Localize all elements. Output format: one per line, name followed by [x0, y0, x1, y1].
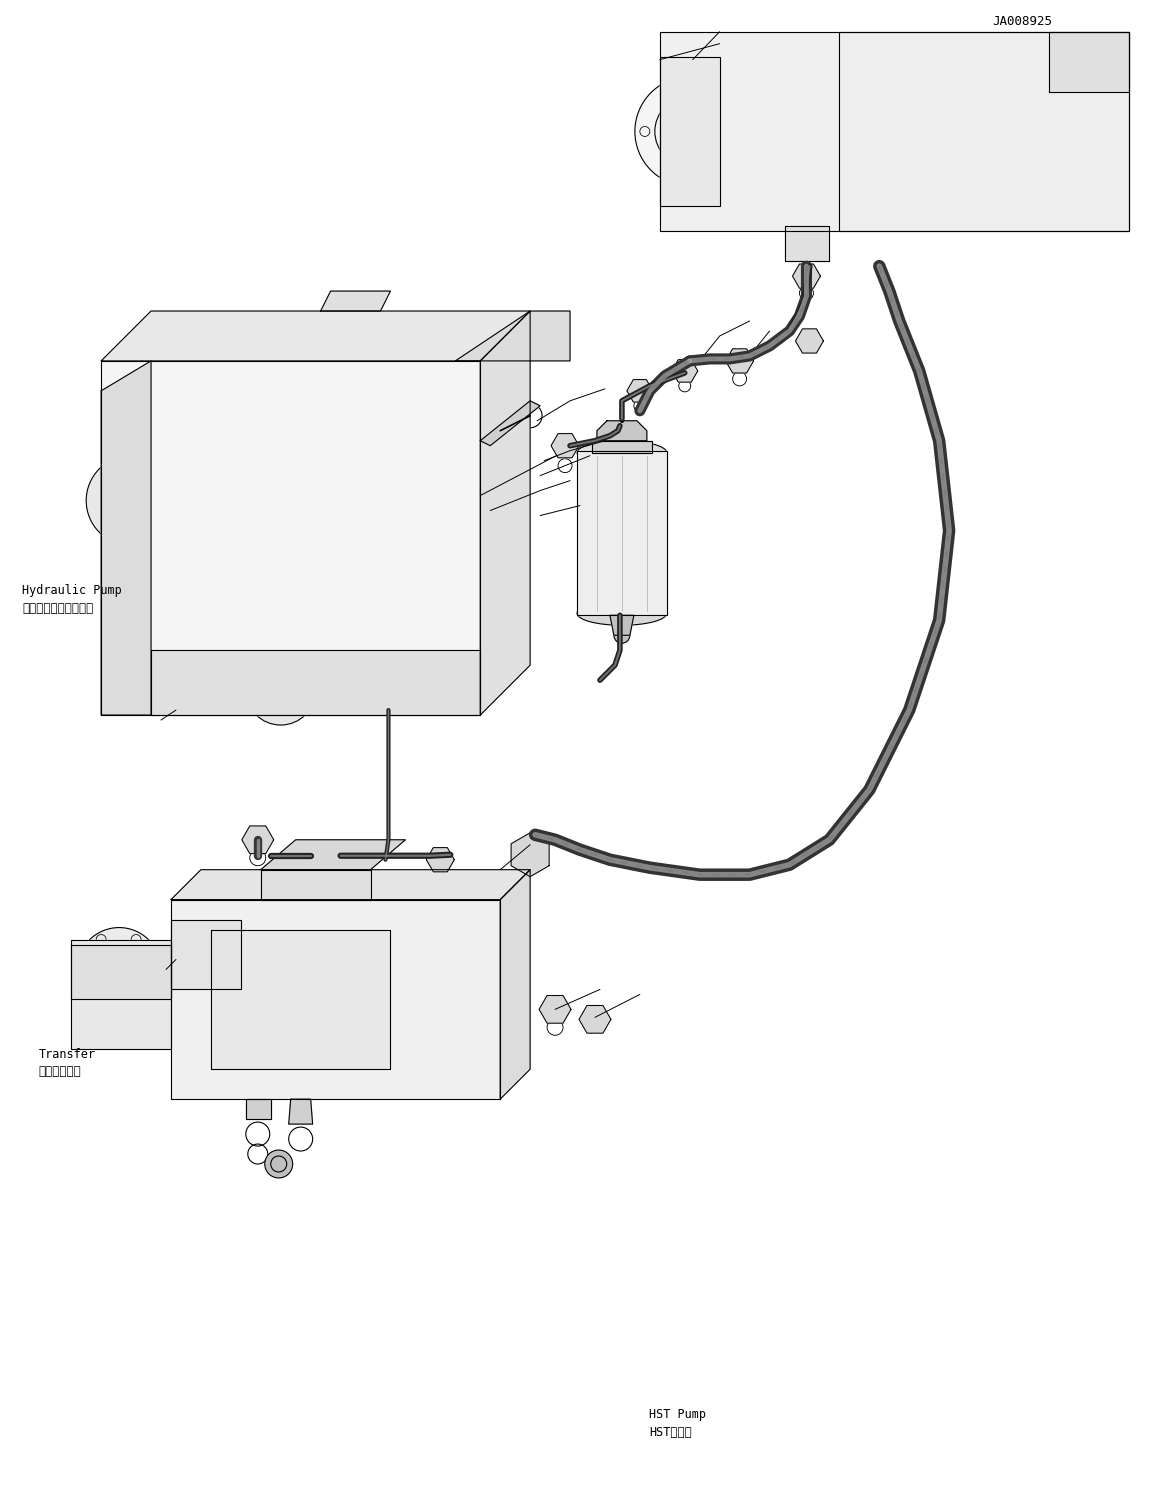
- Polygon shape: [500, 870, 530, 1099]
- Polygon shape: [785, 226, 829, 261]
- Polygon shape: [480, 401, 540, 446]
- Circle shape: [547, 1019, 563, 1035]
- Circle shape: [77, 928, 160, 1011]
- Circle shape: [1089, 177, 1108, 196]
- Circle shape: [158, 368, 174, 383]
- Polygon shape: [551, 434, 579, 457]
- Polygon shape: [288, 1099, 313, 1124]
- Polygon shape: [627, 380, 652, 402]
- Circle shape: [251, 1028, 266, 1042]
- Circle shape: [250, 849, 266, 866]
- Polygon shape: [101, 310, 530, 361]
- Circle shape: [265, 1149, 293, 1178]
- Circle shape: [230, 934, 361, 1065]
- Circle shape: [799, 287, 813, 300]
- Polygon shape: [795, 328, 823, 353]
- Circle shape: [904, 77, 1014, 186]
- Polygon shape: [672, 359, 698, 382]
- Polygon shape: [171, 919, 241, 989]
- Polygon shape: [579, 1005, 611, 1034]
- Text: JA008925: JA008925: [992, 15, 1053, 28]
- Circle shape: [413, 688, 428, 702]
- Circle shape: [324, 1028, 338, 1042]
- Circle shape: [434, 869, 448, 882]
- Polygon shape: [659, 31, 1128, 232]
- Polygon shape: [321, 291, 391, 310]
- Circle shape: [214, 1072, 228, 1086]
- Polygon shape: [511, 833, 549, 876]
- Circle shape: [384, 1072, 398, 1086]
- Polygon shape: [101, 361, 151, 716]
- Text: Transfer: Transfer: [38, 1048, 95, 1060]
- Circle shape: [288, 1127, 313, 1151]
- Polygon shape: [840, 31, 1128, 232]
- Polygon shape: [261, 870, 371, 900]
- Circle shape: [1064, 186, 1084, 206]
- Polygon shape: [211, 930, 391, 1069]
- Polygon shape: [1049, 31, 1128, 92]
- Polygon shape: [455, 310, 570, 361]
- Polygon shape: [609, 615, 634, 636]
- Text: HSTポンプ: HSTポンプ: [649, 1426, 692, 1439]
- Polygon shape: [792, 264, 820, 288]
- Polygon shape: [101, 361, 480, 716]
- Polygon shape: [71, 940, 171, 1050]
- Circle shape: [324, 955, 338, 970]
- Circle shape: [384, 907, 398, 922]
- Circle shape: [158, 688, 174, 702]
- Polygon shape: [71, 944, 171, 999]
- Circle shape: [422, 512, 438, 529]
- Circle shape: [635, 77, 744, 186]
- Polygon shape: [245, 1099, 271, 1120]
- Circle shape: [1073, 46, 1104, 77]
- Polygon shape: [261, 839, 406, 870]
- Circle shape: [493, 423, 507, 438]
- Polygon shape: [540, 995, 571, 1023]
- Text: HST Pump: HST Pump: [649, 1408, 706, 1421]
- Circle shape: [558, 459, 572, 472]
- Polygon shape: [659, 56, 720, 206]
- Polygon shape: [427, 848, 455, 872]
- Ellipse shape: [577, 441, 666, 465]
- Polygon shape: [171, 900, 500, 1099]
- Polygon shape: [242, 826, 273, 854]
- Circle shape: [679, 380, 691, 392]
- Polygon shape: [171, 870, 530, 900]
- Polygon shape: [577, 451, 666, 615]
- Circle shape: [245, 655, 315, 725]
- Text: トランスファ: トランスファ: [38, 1065, 81, 1078]
- Circle shape: [251, 955, 266, 970]
- Ellipse shape: [577, 601, 666, 625]
- Polygon shape: [151, 650, 480, 716]
- Polygon shape: [726, 349, 754, 373]
- Circle shape: [794, 238, 819, 261]
- Polygon shape: [597, 420, 647, 441]
- Circle shape: [86, 456, 176, 545]
- Circle shape: [634, 399, 645, 411]
- Polygon shape: [592, 441, 651, 453]
- Circle shape: [733, 371, 747, 386]
- Circle shape: [245, 1123, 270, 1146]
- Circle shape: [519, 404, 542, 428]
- Circle shape: [413, 368, 428, 383]
- Ellipse shape: [131, 396, 441, 585]
- Circle shape: [295, 855, 326, 885]
- Polygon shape: [480, 310, 530, 716]
- Circle shape: [214, 907, 228, 922]
- Text: ハイドロリックポンプ: ハイドロリックポンプ: [22, 601, 93, 615]
- Circle shape: [614, 627, 630, 643]
- Text: Hydraulic Pump: Hydraulic Pump: [22, 584, 122, 597]
